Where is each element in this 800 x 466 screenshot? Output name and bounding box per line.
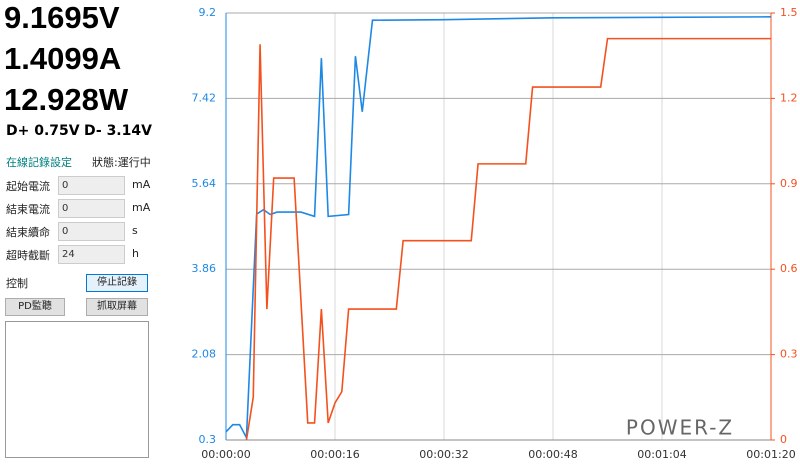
y2-tick-label: 0.6	[780, 262, 798, 275]
control-label: 控制	[6, 277, 28, 290]
input[interactable]: 0	[58, 199, 125, 218]
y-tick-label: 2.08	[192, 348, 217, 361]
row-unit: h	[132, 247, 139, 260]
x-tick-label: 00:00:48	[528, 448, 577, 461]
row-unit: s	[132, 224, 138, 237]
y2-tick-label: 1.2	[780, 91, 798, 104]
row-unit: mA	[132, 201, 151, 214]
y2-tick-label: 0	[780, 433, 787, 446]
series-line	[225, 16, 772, 441]
stop-button[interactable]: 停止記錄	[86, 274, 148, 292]
x-tick-label: 00:01:04	[637, 448, 686, 461]
y-tick-label: 7.42	[192, 91, 217, 104]
dplus: D+ 0.75V	[6, 123, 80, 139]
y-tick-label: 9.2	[199, 6, 217, 19]
status: 狀態:運行中	[92, 156, 151, 169]
settings-title: 在線記錄設定	[6, 156, 72, 169]
pd-button[interactable]: PD監聽	[5, 298, 65, 316]
x-tick-label: 00:00:00	[201, 448, 250, 461]
row-unit: mA	[132, 178, 151, 191]
y2-tick-label: 1.5	[780, 6, 798, 19]
row-label: 起始電流	[6, 180, 50, 193]
series-line	[245, 37, 771, 441]
input[interactable]: 24	[58, 245, 125, 264]
row-label: 結束電流	[6, 203, 50, 216]
row-label: 結束續命	[6, 226, 50, 239]
x-tick-label: 00:00:32	[419, 448, 468, 461]
input[interactable]: 0	[58, 222, 125, 241]
input[interactable]: 0	[58, 176, 125, 195]
y-tick-label: 5.64	[192, 177, 217, 190]
dminus: D- 3.14V	[84, 123, 152, 139]
power: 12.928W	[4, 82, 129, 117]
logo: POWER-Z	[626, 416, 734, 440]
log-box	[5, 321, 149, 458]
y-tick-label: 0.3	[199, 433, 217, 446]
voltage: 9.1695V	[4, 0, 120, 35]
y-tick-label: 3.86	[192, 262, 217, 275]
x-tick-label: 00:00:16	[310, 448, 359, 461]
current: 1.4099A	[4, 41, 122, 76]
row-label: 超時截斷	[6, 249, 50, 262]
y2-tick-label: 0.3	[780, 348, 798, 361]
x-tick-label: 00:01:20	[746, 448, 795, 461]
y2-tick-label: 0.9	[780, 177, 798, 190]
capture-button[interactable]: 抓取屏幕	[86, 298, 148, 316]
